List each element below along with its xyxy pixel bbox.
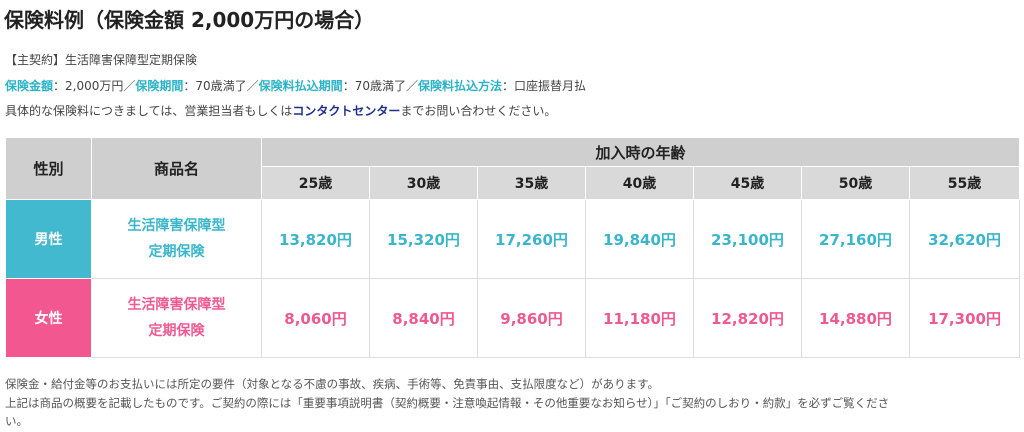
inquiry-text-after: までお問い合わせください。	[400, 104, 557, 118]
premium-table: 性別 商品名 加入時の年齢 25歳 30歳 35歳 40歳 45歳 50歳 55…	[5, 137, 1021, 358]
contract-line: 【主契約】生活障害保障型定期保険	[5, 53, 198, 67]
premium-cell: 17,300円	[908, 278, 1021, 358]
period-value: ：70歳満了／	[183, 79, 259, 93]
premium-cell: 27,160円	[801, 199, 910, 279]
header-age-50: 50歳	[801, 166, 910, 200]
product-name-line2: 定期保険	[148, 323, 205, 339]
header-gender: 性別	[5, 137, 92, 200]
header-age-45: 45歳	[693, 166, 802, 200]
gender-cell-male: 男性	[5, 199, 92, 279]
header-age-35: 35歳	[477, 166, 586, 200]
product-cell-male: 生活障害保障型 定期保険	[91, 199, 262, 279]
table-row-female: 女性 生活障害保障型 定期保険 8,060円 8,840円 9,860円 11,…	[5, 278, 1021, 358]
inquiry-line: 具体的な保険料につきましては、営業担当者もしくはコンタクトセンターまでお問い合わ…	[5, 102, 556, 119]
disclaimer-line-2: 上記は商品の概要を記載したものです。ご契約の際には「重要事項説明書（契約概要・注…	[5, 396, 890, 410]
premium-cell: 11,180円	[585, 278, 694, 358]
premium-cell: 32,620円	[908, 199, 1021, 279]
header-age-group: 加入時の年齢	[260, 137, 1021, 167]
product-name-line1: 生活障害保障型	[127, 297, 226, 313]
sum-value: ：2,000万円／	[53, 79, 136, 93]
product-name-line2: 定期保険	[148, 244, 205, 260]
product-name-line1: 生活障害保障型	[127, 218, 226, 234]
inquiry-text-before: 具体的な保険料につきましては、営業担当者もしくは	[5, 104, 293, 118]
header-age-55: 55歳	[908, 166, 1021, 200]
premium-cell: 12,820円	[693, 278, 802, 358]
pay-period-label: 保険料払込期間	[258, 79, 343, 93]
pay-method-label: 保険料払込方法	[417, 79, 502, 93]
premium-cell: 9,860円	[477, 278, 586, 358]
page-title: 保険料例（保険金額 2,000万円の場合）	[4, 8, 375, 32]
premium-cell: 15,320円	[369, 199, 478, 279]
header-product: 商品名	[91, 137, 262, 200]
premium-cell: 17,260円	[477, 199, 586, 279]
header-age-40: 40歳	[585, 166, 694, 200]
product-cell-female: 生活障害保障型 定期保険	[91, 278, 262, 358]
header-age-30: 30歳	[369, 166, 478, 200]
premium-cell: 8,840円	[369, 278, 478, 358]
table-row-male: 男性 生活障害保障型 定期保険 13,820円 15,320円 17,260円 …	[5, 199, 1021, 279]
period-label: 保険期間	[135, 79, 184, 93]
header-age-25: 25歳	[261, 166, 370, 200]
premium-cell: 14,880円	[801, 278, 910, 358]
premium-cell: 23,100円	[693, 199, 802, 279]
terms-line: 保険金額：2,000万円／保険期間：70歳満了／保険料払込期間：70歳満了／保険…	[5, 77, 586, 94]
contact-center-link[interactable]: コンタクトセンター	[292, 104, 401, 118]
disclaimer-line-1: 保険金・給付金等のお支払いには所定の要件（対象となる不慮の事故、疾病、手術等、免…	[5, 377, 659, 391]
premium-cell: 19,840円	[585, 199, 694, 279]
premium-cell: 8,060円	[261, 278, 370, 358]
premium-cell: 13,820円	[261, 199, 370, 279]
gender-cell-female: 女性	[5, 278, 92, 358]
pay-method-value: ：口座振替月払	[501, 79, 586, 93]
sum-label: 保険金額	[5, 79, 54, 93]
pay-period-value: ：70歳満了／	[342, 79, 418, 93]
disclaimer-line-3: い。	[5, 414, 28, 428]
